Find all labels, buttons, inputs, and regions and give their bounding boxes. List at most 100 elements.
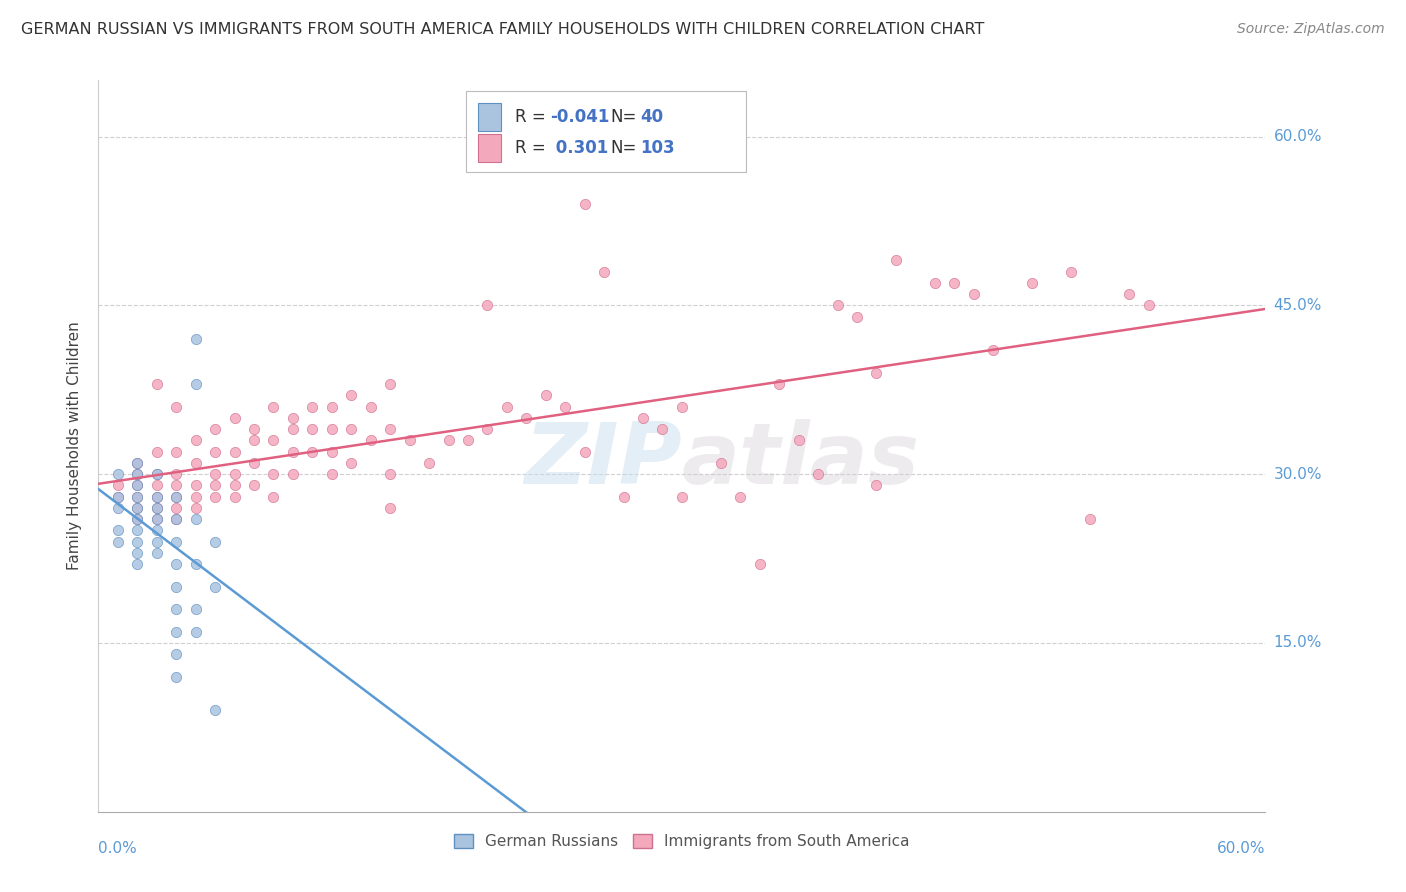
Point (281, 444, 304, 458)
Point (127, 557, 149, 571)
Point (165, 467, 187, 482)
Point (165, 478, 187, 492)
Point (127, 467, 149, 482)
Point (146, 500, 169, 515)
Point (146, 377, 169, 392)
Point (1080, 512, 1102, 526)
Point (846, 310, 869, 324)
Point (787, 434, 810, 448)
Point (127, 512, 149, 526)
FancyBboxPatch shape (465, 91, 747, 171)
Point (165, 512, 187, 526)
Text: 40: 40 (640, 108, 664, 126)
Point (515, 410, 537, 425)
Point (107, 534, 129, 549)
Point (651, 422, 673, 436)
Point (107, 500, 129, 515)
Point (321, 444, 343, 458)
Point (827, 298, 849, 312)
Point (981, 343, 1004, 358)
Point (127, 546, 149, 560)
Point (748, 557, 770, 571)
Text: ZIP: ZIP (524, 419, 682, 502)
Point (127, 512, 149, 526)
Y-axis label: Family Households with Children: Family Households with Children (67, 322, 83, 570)
Point (457, 434, 479, 448)
Point (340, 388, 363, 402)
Point (165, 444, 187, 458)
Point (184, 377, 207, 392)
Point (262, 490, 284, 504)
Text: -0.041: -0.041 (550, 108, 609, 126)
Point (184, 332, 207, 346)
Point (224, 490, 246, 504)
Point (360, 434, 382, 448)
Point (146, 467, 169, 482)
Point (1060, 264, 1083, 278)
Point (165, 670, 187, 684)
Point (165, 490, 187, 504)
Point (613, 490, 636, 504)
Point (146, 490, 169, 504)
Point (127, 490, 149, 504)
Point (146, 444, 169, 458)
Point (165, 500, 187, 515)
Point (184, 557, 207, 571)
Point (146, 512, 169, 526)
Point (165, 490, 187, 504)
Text: atlas: atlas (682, 419, 920, 502)
Point (127, 534, 149, 549)
Text: 60.0%: 60.0% (1218, 841, 1265, 856)
Point (204, 444, 226, 458)
Point (184, 602, 207, 616)
Legend: German Russians, Immigrants from South America: German Russians, Immigrants from South A… (449, 828, 915, 855)
Point (165, 624, 187, 639)
Text: 103: 103 (640, 139, 675, 157)
Point (477, 298, 499, 312)
Point (146, 467, 169, 482)
Point (730, 490, 752, 504)
Point (340, 456, 363, 470)
Point (380, 500, 402, 515)
Point (262, 467, 284, 482)
Point (340, 422, 363, 436)
Point (204, 703, 226, 717)
FancyBboxPatch shape (478, 135, 501, 162)
Point (962, 287, 984, 301)
Point (107, 490, 129, 504)
Point (184, 456, 207, 470)
Point (710, 456, 733, 470)
Point (807, 467, 830, 482)
Point (204, 422, 226, 436)
Point (243, 456, 266, 470)
Point (146, 534, 169, 549)
Point (671, 400, 693, 414)
Point (1118, 287, 1140, 301)
Point (127, 467, 149, 482)
Point (301, 422, 323, 436)
Point (184, 512, 207, 526)
Point (301, 444, 323, 458)
Point (146, 478, 169, 492)
Point (204, 490, 226, 504)
Point (360, 400, 382, 414)
Point (224, 410, 246, 425)
Point (243, 478, 266, 492)
Point (165, 647, 187, 661)
Point (165, 602, 187, 616)
Point (184, 624, 207, 639)
Text: 60.0%: 60.0% (1274, 129, 1322, 144)
Point (107, 524, 129, 538)
Point (127, 478, 149, 492)
Text: 45.0%: 45.0% (1274, 298, 1322, 313)
Point (184, 434, 207, 448)
Point (865, 366, 887, 380)
Point (165, 534, 187, 549)
Point (146, 546, 169, 560)
Point (281, 467, 304, 482)
Point (380, 377, 402, 392)
Point (262, 434, 284, 448)
Point (924, 276, 946, 290)
Point (184, 490, 207, 504)
Point (107, 490, 129, 504)
